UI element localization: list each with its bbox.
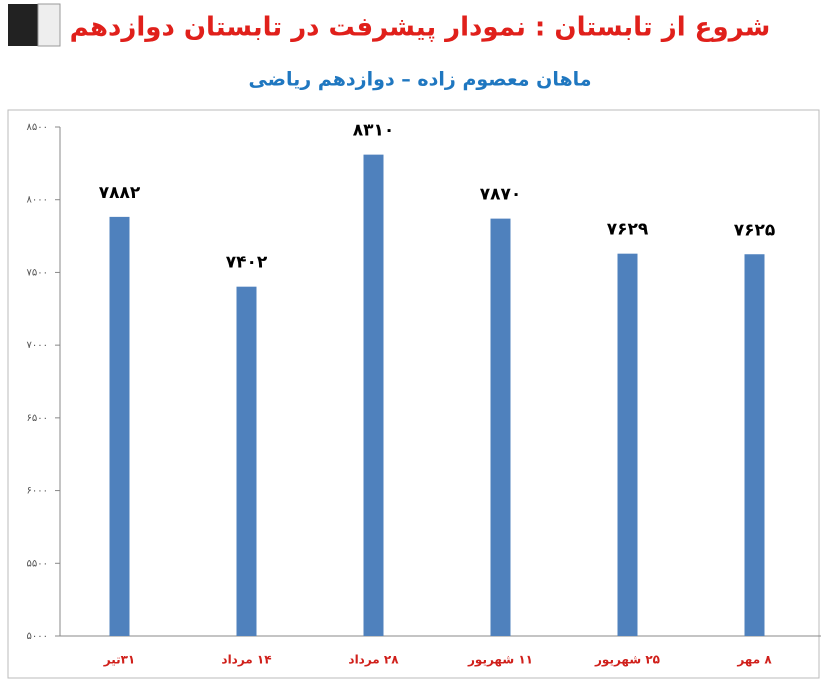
bar (490, 218, 511, 636)
bar (363, 154, 384, 637)
x-tick-label: ۱۱ شهریور (467, 653, 533, 668)
bar (236, 286, 257, 636)
y-tick-label: ۶۰۰۰ (27, 486, 48, 497)
chart-frame (7, 109, 820, 679)
value-label: ۷۶۲۵ (734, 220, 776, 240)
y-tick-label: ۵۵۰۰ (27, 558, 48, 569)
x-tick-label: ۲۵ شهریور (594, 653, 660, 668)
y-tick-label: ۸۰۰۰ (27, 195, 48, 206)
y-tick-label: ۷۰۰۰ (27, 340, 48, 351)
bar (617, 253, 638, 637)
y-tick-label: ۸۵۰۰ (27, 122, 48, 133)
x-tick-label: ۲۸ مرداد (348, 653, 399, 667)
value-label: ۷۸۸۲ (99, 183, 141, 203)
value-label: ۷۴۰۲ (226, 253, 268, 273)
x-tick-label: ۱۴ مرداد (221, 653, 271, 667)
y-tick-label: ۶۵۰۰ (27, 413, 48, 424)
bar (744, 254, 765, 636)
x-tick-label: ۳۱تیر (103, 653, 136, 667)
y-tick-label: ۷۵۰۰ (27, 267, 48, 278)
chart-subtitle: ماهان معصوم زاده – دوازدهم ریاضی (248, 69, 591, 91)
logo (8, 3, 61, 47)
value-label: ۷۶۲۹ (607, 220, 649, 240)
value-label: ۷۸۷۰ (480, 185, 522, 205)
bar (109, 216, 130, 636)
value-label: ۸۳۱۰ (353, 121, 395, 141)
x-tick-label: ۸ مهر (736, 653, 772, 667)
chart-title: شروع از تابستان : نمودار پیشرفت در تابست… (70, 13, 771, 43)
y-tick-label: ۵۰۰۰ (27, 631, 48, 642)
